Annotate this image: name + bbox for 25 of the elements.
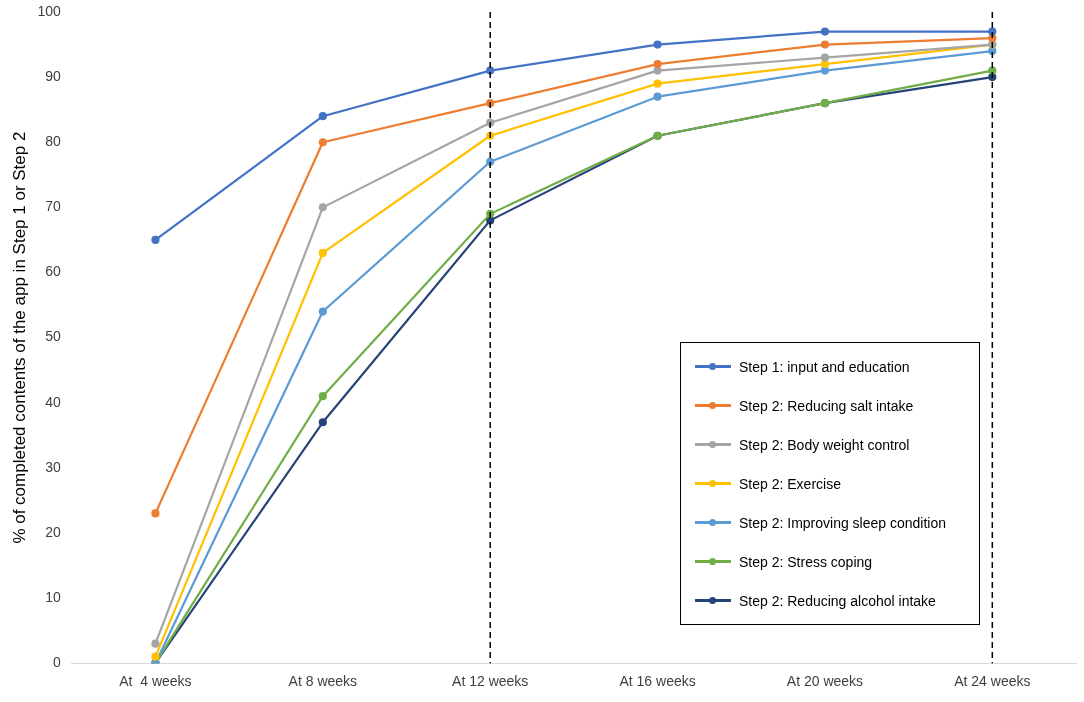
y-tick-label: 30 [45, 458, 61, 475]
legend-label: Step 2: Body weight control [739, 436, 910, 453]
y-axis-title: % of completed contents of the app in Step 1 or Step 2 [9, 131, 29, 544]
y-tick-label: 60 [45, 263, 61, 280]
legend-label: Step 2: Improving sleep condition [739, 514, 947, 531]
y-tick-label: 50 [45, 328, 61, 345]
legend-label: Step 2: Reducing alcohol intake [739, 592, 936, 609]
legend-label: Step 2: Exercise [739, 475, 841, 492]
legend-label: Step 1: input and education [739, 358, 910, 375]
x-tick-label: At 4 weeks [119, 673, 192, 690]
legend-label: Step 2: Stress coping [739, 553, 873, 570]
y-tick-label: 40 [45, 393, 61, 410]
y-tick-label: 0 [52, 654, 61, 671]
x-tick-label: At 16 weeks [619, 673, 696, 690]
y-tick-label: 70 [45, 198, 61, 215]
y-tick-label: 10 [45, 588, 61, 605]
x-tick-label: At 20 weeks [786, 673, 864, 690]
x-tick-label: At 8 weeks [288, 673, 358, 690]
x-tick-label: At 12 weeks [452, 673, 529, 690]
y-tick-label: 100 [37, 2, 61, 19]
y-tick-label: 20 [45, 523, 61, 540]
y-tick-label: 80 [45, 133, 61, 150]
x-tick-label: At 24 weeks [954, 673, 1031, 690]
legend-label: Step 2: Reducing salt intake [739, 397, 914, 414]
y-tick-label: 90 [45, 67, 61, 84]
